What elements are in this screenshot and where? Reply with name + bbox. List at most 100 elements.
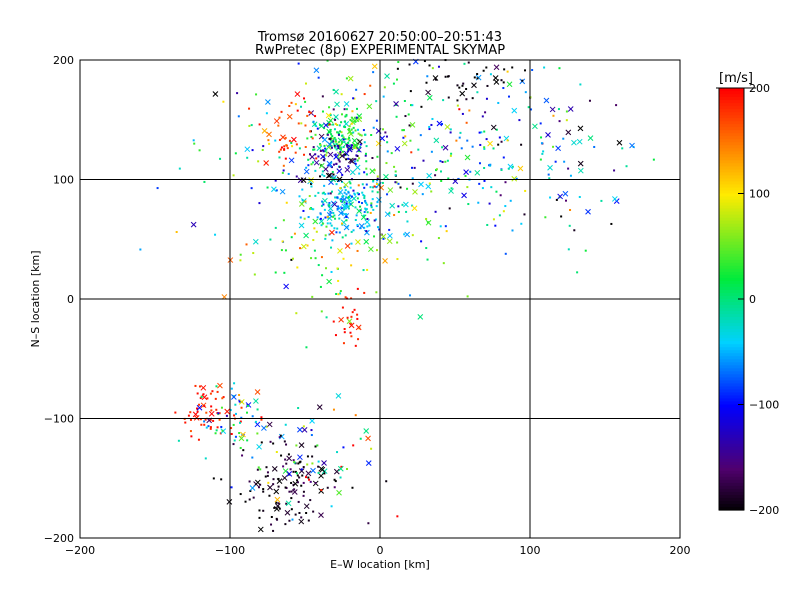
- colorbar-strip: [719, 283, 744, 288]
- scatter-point: [372, 186, 375, 189]
- scatter-point-x: [273, 506, 280, 512]
- scatter-point: [324, 216, 327, 219]
- scatter-point: [355, 107, 358, 110]
- scatter-point: [478, 182, 481, 185]
- scatter-point: [216, 426, 219, 429]
- scatter-point-x: [257, 526, 264, 533]
- scatter-point: [347, 191, 350, 194]
- scatter-point: [485, 97, 488, 100]
- scatter-point: [238, 393, 241, 396]
- scatter-point: [365, 160, 368, 163]
- colorbar-strip: [719, 187, 744, 192]
- colorbar-strip: [719, 428, 744, 433]
- colorbar-strip: [719, 256, 744, 261]
- scatter-point: [286, 147, 289, 150]
- scatter-point-x: [426, 172, 432, 179]
- scatter-point-x: [365, 460, 372, 466]
- scatter-point: [202, 393, 205, 396]
- colorbar-strip: [719, 193, 744, 198]
- scatter-point: [366, 268, 369, 271]
- scatter-point: [498, 214, 501, 217]
- scatter-point: [332, 108, 335, 111]
- scatter-point: [328, 123, 331, 126]
- scatter-point: [466, 186, 469, 189]
- scatter-point-x: [309, 418, 315, 424]
- scatter-point: [314, 169, 317, 172]
- scatter-point: [335, 148, 338, 151]
- scatter-point-x: [333, 88, 339, 95]
- scatter-point: [350, 122, 353, 125]
- scatter-point: [419, 134, 422, 137]
- scatter-point-x: [343, 203, 349, 209]
- scatter-point-x: [301, 426, 308, 433]
- scatter-point-x: [432, 75, 439, 81]
- scatter-point: [311, 137, 314, 140]
- colorbar-strip: [719, 118, 744, 122]
- scatter-point: [492, 218, 495, 221]
- scatter-point: [480, 131, 483, 134]
- scatter-point: [365, 167, 368, 170]
- scatter-point: [198, 385, 201, 388]
- scatter-point: [203, 420, 206, 423]
- scatter-point: [302, 425, 305, 428]
- scatter-point: [306, 244, 309, 247]
- scatter-point: [317, 264, 320, 267]
- scatter-point: [483, 179, 486, 182]
- scatter-point: [297, 500, 300, 503]
- scatter-point: [219, 157, 222, 160]
- scatter-point: [500, 79, 503, 82]
- scatter-point: [303, 217, 306, 220]
- scatter-point: [257, 160, 260, 163]
- scatter-point-x: [577, 167, 584, 174]
- scatter-point: [478, 131, 481, 134]
- scatter-point-x: [433, 137, 440, 144]
- scatter-point: [306, 137, 309, 140]
- scatter-point: [555, 198, 558, 201]
- scatter-point-x: [409, 122, 416, 128]
- scatter-point: [291, 518, 294, 521]
- scatter-point: [363, 197, 366, 200]
- colorbar-strip: [719, 452, 744, 457]
- scatter-point: [339, 151, 342, 154]
- scatter-point: [303, 153, 306, 156]
- scatter-point: [457, 177, 460, 180]
- scatter-point: [290, 481, 293, 484]
- scatter-point: [370, 204, 373, 207]
- scatter-point: [339, 148, 342, 151]
- scatter-point: [563, 160, 566, 163]
- scatter-point: [370, 202, 373, 205]
- scatter-point: [486, 84, 489, 87]
- scatter-point: [321, 95, 324, 98]
- colorbar-strip: [719, 356, 744, 360]
- scatter-point: [625, 165, 628, 168]
- scatter-point: [511, 165, 514, 168]
- scatter-point: [459, 131, 462, 134]
- scatter-point: [356, 155, 359, 158]
- scatter-point-x: [369, 168, 376, 174]
- scatter-point: [554, 160, 557, 163]
- scatter-point: [385, 135, 388, 138]
- scatter-point: [509, 199, 512, 202]
- scatter-point: [375, 100, 378, 103]
- scatter-point: [366, 203, 369, 206]
- scatter-point: [349, 144, 352, 147]
- scatter-point: [341, 195, 344, 198]
- scatter-point: [290, 508, 293, 511]
- scatter-point: [355, 154, 358, 157]
- scatter-point: [399, 186, 402, 189]
- scatter-point: [212, 477, 215, 480]
- colorbar-strip: [719, 407, 744, 412]
- colorbar-strip: [719, 404, 744, 409]
- scatter-point: [523, 213, 526, 216]
- scatter-point-x: [305, 470, 312, 477]
- scatter-point-x: [297, 454, 303, 461]
- x-tick-label: 200: [670, 544, 691, 557]
- scatter-point: [339, 198, 342, 201]
- scatter-point: [301, 188, 304, 191]
- scatter-point: [468, 109, 471, 112]
- scatter-point: [232, 443, 235, 446]
- scatter-point: [341, 222, 344, 225]
- scatter-point: [332, 163, 335, 166]
- scatter-point: [349, 202, 352, 205]
- scatter-point: [366, 225, 369, 228]
